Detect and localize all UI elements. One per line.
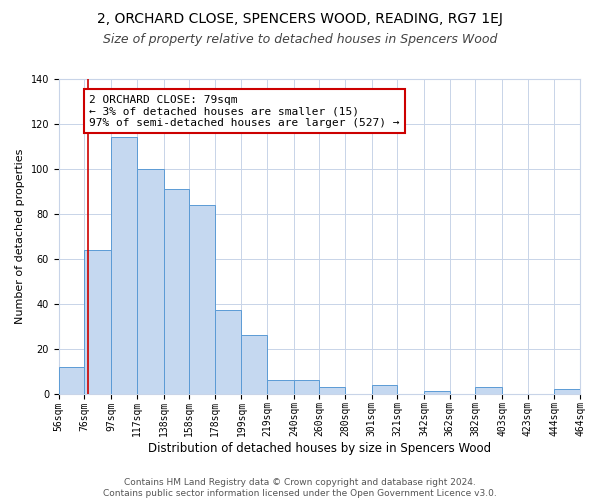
Bar [372,384,397,394]
Bar [319,387,345,394]
Bar [59,366,85,394]
Bar [294,380,319,394]
Bar [85,250,111,394]
Bar [424,392,449,394]
Text: Size of property relative to detached houses in Spencers Wood: Size of property relative to detached ho… [103,32,497,46]
Text: Contains HM Land Registry data © Crown copyright and database right 2024.
Contai: Contains HM Land Registry data © Crown c… [103,478,497,498]
Text: 2 ORCHARD CLOSE: 79sqm
← 3% of detached houses are smaller (15)
97% of semi-deta: 2 ORCHARD CLOSE: 79sqm ← 3% of detached … [89,94,400,128]
Text: 2, ORCHARD CLOSE, SPENCERS WOOD, READING, RG7 1EJ: 2, ORCHARD CLOSE, SPENCERS WOOD, READING… [97,12,503,26]
Bar [111,138,137,394]
X-axis label: Distribution of detached houses by size in Spencers Wood: Distribution of detached houses by size … [148,442,491,455]
Bar [215,310,241,394]
Bar [164,189,189,394]
Bar [267,380,294,394]
Bar [241,335,267,394]
Bar [137,169,164,394]
Y-axis label: Number of detached properties: Number of detached properties [15,148,25,324]
Bar [189,205,215,394]
Bar [554,389,580,394]
Bar [475,387,502,394]
